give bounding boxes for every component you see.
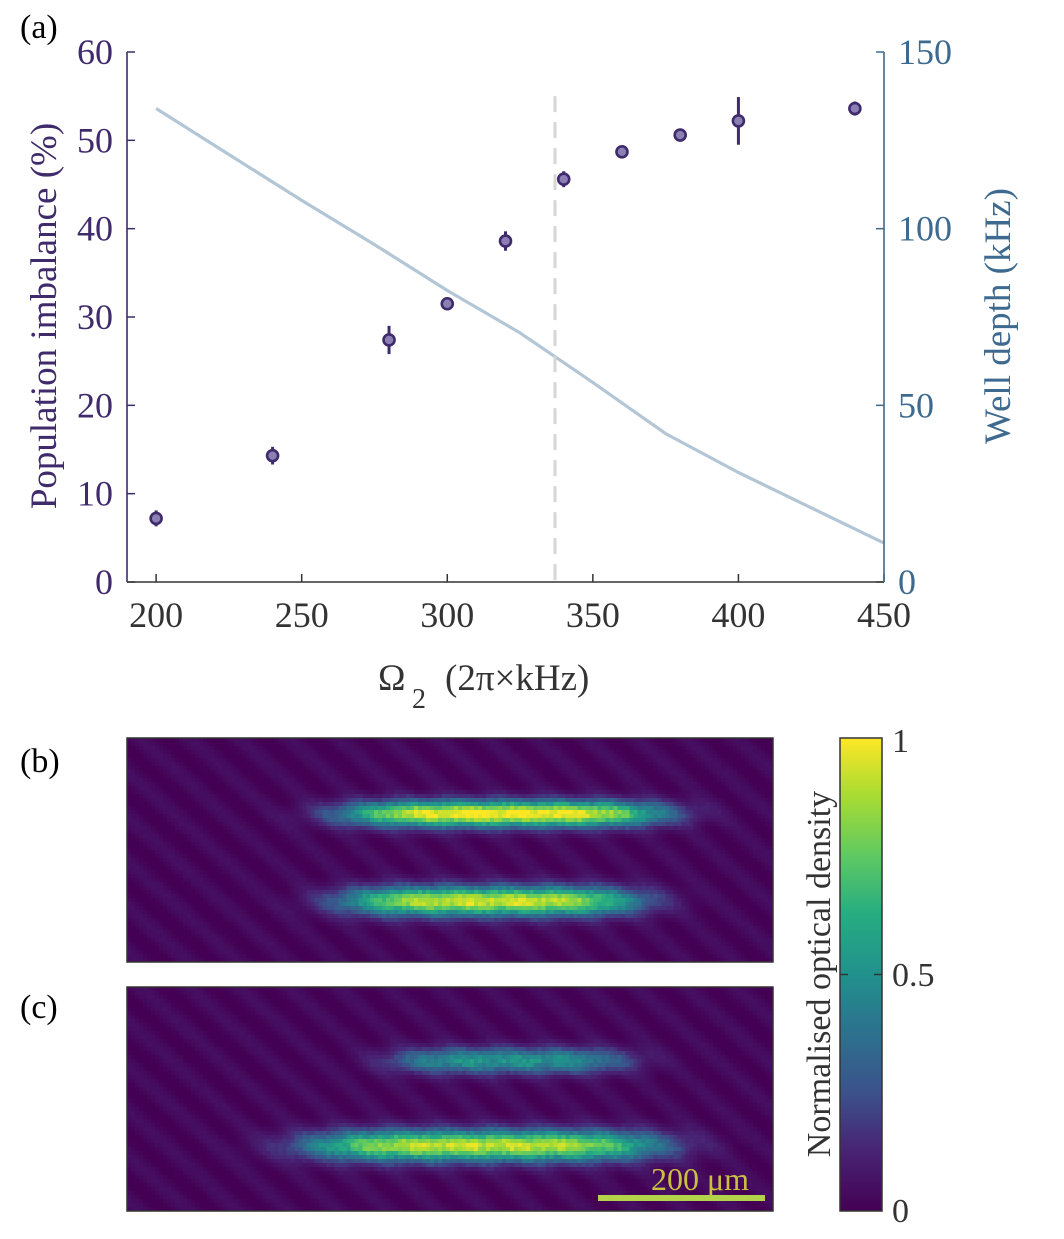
y2-tick-label: 0 [898, 562, 916, 602]
axes-frame [126, 52, 885, 583]
y-tick-label: 0 [95, 562, 113, 602]
y-axis-label: Population imbalance (%) [24, 123, 65, 509]
y2-tick-label: 150 [898, 32, 952, 72]
y-tick-label: 50 [77, 120, 113, 160]
point-marker [149, 511, 163, 526]
image-panel-c: 200 μm [126, 986, 774, 1212]
colorbar-tick-0-5: 0.5 [892, 957, 935, 994]
point-marker [382, 333, 396, 347]
x-tick-label: 300 [420, 595, 474, 635]
panel-label-c: (c) [20, 989, 58, 1026]
x-tick-label: 400 [711, 595, 765, 635]
y2-tick-label: 100 [898, 209, 952, 249]
colorbar-tick-0: 0 [892, 1193, 909, 1230]
data-point [673, 128, 687, 142]
atom-cloud-image-c [127, 987, 773, 1211]
well-depth-line [155, 107, 885, 545]
data-point [440, 296, 455, 311]
x-tick-label: 200 [129, 595, 183, 635]
point-marker [731, 114, 746, 128]
point-marker [498, 234, 513, 248]
scale-bar-label: 200 μm [651, 1161, 749, 1197]
data-point [615, 145, 629, 159]
point-marker [615, 145, 629, 159]
data-point [149, 510, 163, 527]
colorbar-tick-1: 1 [892, 723, 909, 760]
y-tick-label: 60 [77, 32, 113, 72]
data-point [265, 446, 280, 465]
data-point [731, 97, 746, 145]
y-tick-label: 10 [77, 474, 113, 514]
x-tick-label: 350 [566, 595, 620, 635]
x-tick-label: 250 [275, 595, 329, 635]
colorbar-label: Normalised optical density [801, 791, 838, 1157]
colorbar: 1 0.5 0 Normalised optical density [801, 723, 935, 1230]
x-axis-units: (2π×kHz) [445, 658, 589, 699]
well-depth-curve [155, 107, 885, 545]
imbalance-points [149, 97, 862, 527]
point-marker [556, 172, 571, 186]
image-panel-b [126, 737, 774, 963]
panel-label-a: (a) [20, 9, 58, 46]
point-marker [265, 448, 280, 463]
y-tick-label: 20 [77, 385, 113, 425]
x-axis-label: Ω 2 (2π×kHz) [378, 658, 589, 715]
image-frame-c [126, 986, 774, 1212]
y-tick-label: 40 [77, 209, 113, 249]
data-point [382, 325, 396, 355]
data-point [498, 231, 513, 251]
point-marker [673, 128, 687, 142]
x-axis-symbol: Ω [378, 658, 406, 699]
data-point [556, 171, 571, 188]
point-marker [848, 101, 862, 116]
data-point [848, 101, 862, 116]
y2-tick-label: 50 [898, 385, 934, 425]
imbalance-chart: 200 250 300 350 400 4500102030405060050100150… [24, 32, 1019, 715]
x-tick-label: 450 [857, 595, 911, 635]
image-frame-b [126, 737, 774, 963]
y2-axis-label: Well depth (kHz) [978, 188, 1019, 444]
atom-cloud-image-b [127, 738, 773, 962]
x-axis-subscript: 2 [412, 684, 426, 715]
point-marker [440, 296, 455, 311]
y-tick-label: 30 [77, 297, 113, 337]
panel-label-b: (b) [20, 743, 60, 780]
